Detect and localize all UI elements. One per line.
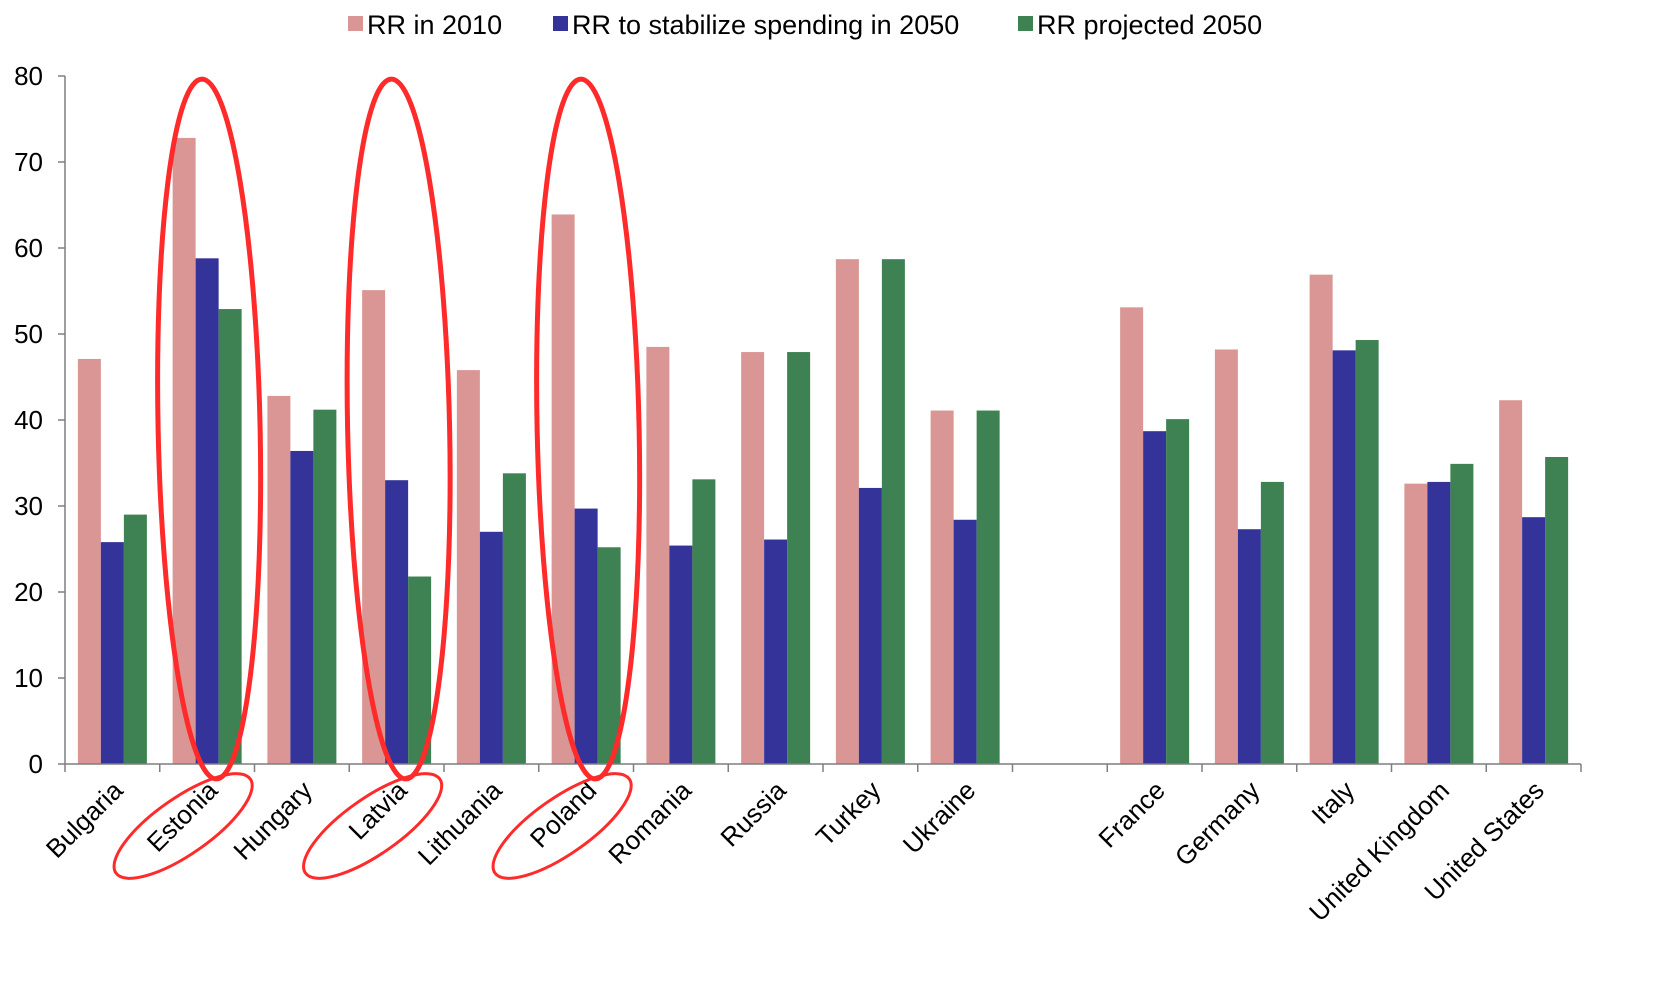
bar-united-states-series-2	[1522, 517, 1546, 764]
x-category-label-ukraine: Ukraine	[897, 775, 982, 860]
bar-united-kingdom-series-3	[1450, 463, 1474, 764]
y-tick-label: 70	[14, 147, 43, 177]
y-tick-label: 80	[14, 61, 43, 91]
legend-label-3: RR projected 2050	[1037, 10, 1262, 40]
highlight-annotations	[112, 76, 643, 880]
bar-turkey-series-3	[881, 259, 905, 764]
x-category-label-romania: Romania	[602, 775, 697, 870]
bar-united-kingdom-series-2	[1427, 481, 1451, 764]
bar-poland-series-3	[597, 547, 621, 764]
bar-united-states-series-3	[1545, 456, 1569, 764]
bar-lithuania-series-3	[502, 473, 526, 764]
bar-romania-series-2	[669, 545, 693, 764]
legend: RR in 2010 RR to stabilize spending in 20…	[348, 10, 1262, 40]
y-tick-label: 60	[14, 233, 43, 263]
bar-russia-series-2	[764, 539, 788, 764]
bar-hungary-series-1	[267, 395, 291, 764]
bars	[77, 137, 1569, 765]
highlight-ellipse-label-estonia	[112, 772, 254, 880]
bar-france-series-3	[1166, 419, 1190, 764]
x-category-label-russia: Russia	[714, 775, 792, 853]
bar-ukraine-series-2	[953, 519, 977, 764]
x-category-label-bulgaria: Bulgaria	[40, 775, 129, 864]
legend-swatch-2	[553, 16, 568, 31]
bar-france-series-1	[1120, 307, 1144, 764]
bar-hungary-series-3	[313, 409, 337, 764]
bar-poland-series-2	[574, 508, 598, 764]
bar-romania-series-1	[646, 346, 670, 764]
bar-latvia-series-2	[385, 480, 409, 764]
bar-germany-series-1	[1214, 349, 1238, 764]
bar-romania-series-3	[692, 479, 716, 764]
bar-hungary-series-2	[290, 450, 314, 764]
x-category-label-france: France	[1092, 775, 1170, 853]
x-category-label-latvia: Latvia	[343, 775, 414, 846]
x-category-label-germany: Germany	[1169, 775, 1266, 872]
bar-ukraine-series-3	[976, 410, 1000, 764]
bar-bulgaria-series-3	[123, 514, 147, 764]
y-tick-label: 40	[14, 405, 43, 435]
legend-label-2: RR to stabilize spending in 2050	[572, 10, 959, 40]
highlight-ellipse-label-poland	[491, 772, 633, 880]
y-tick-label: 50	[14, 319, 43, 349]
bar-estonia-series-1	[172, 137, 196, 765]
y-tick-label: 10	[14, 663, 43, 693]
y-tick-label: 30	[14, 491, 43, 521]
bar-latvia-series-1	[362, 290, 386, 764]
bar-italy-series-3	[1355, 340, 1379, 764]
bar-turkey-series-1	[835, 259, 859, 764]
legend-swatch-1	[348, 16, 363, 31]
bar-germany-series-2	[1237, 529, 1261, 764]
bar-latvia-series-3	[408, 576, 432, 764]
y-tick-label: 0	[29, 749, 43, 779]
x-category-label-lithuania: Lithuania	[412, 775, 508, 871]
x-category-label-estonia: Estonia	[141, 775, 224, 858]
x-category-label-italy: Italy	[1305, 775, 1360, 830]
bar-italy-series-1	[1309, 274, 1333, 764]
x-category-label-turkey: Turkey	[810, 775, 887, 852]
bar-bulgaria-series-1	[77, 358, 101, 764]
bar-france-series-2	[1143, 431, 1167, 764]
bar-lithuania-series-1	[456, 370, 480, 764]
bar-united-kingdom-series-1	[1404, 483, 1428, 764]
highlight-ellipse-label-latvia	[302, 772, 444, 880]
bar-ukraine-series-1	[930, 410, 954, 764]
legend-swatch-3	[1018, 16, 1033, 31]
legend-label-1: RR in 2010	[367, 10, 502, 40]
bar-united-states-series-1	[1499, 400, 1523, 764]
bar-estonia-series-2	[195, 258, 219, 764]
bar-russia-series-1	[741, 352, 765, 764]
bar-bulgaria-series-2	[100, 542, 124, 764]
bar-turkey-series-2	[858, 487, 882, 764]
y-tick-label: 20	[14, 577, 43, 607]
bar-estonia-series-3	[218, 309, 242, 764]
bar-germany-series-3	[1260, 481, 1284, 764]
x-category-label-poland: Poland	[524, 775, 602, 853]
bar-poland-series-1	[551, 214, 575, 764]
bar-italy-series-2	[1332, 350, 1356, 764]
bar-russia-series-3	[787, 352, 811, 764]
x-category-label-hungary: Hungary	[227, 775, 318, 866]
bar-lithuania-series-2	[479, 531, 503, 764]
